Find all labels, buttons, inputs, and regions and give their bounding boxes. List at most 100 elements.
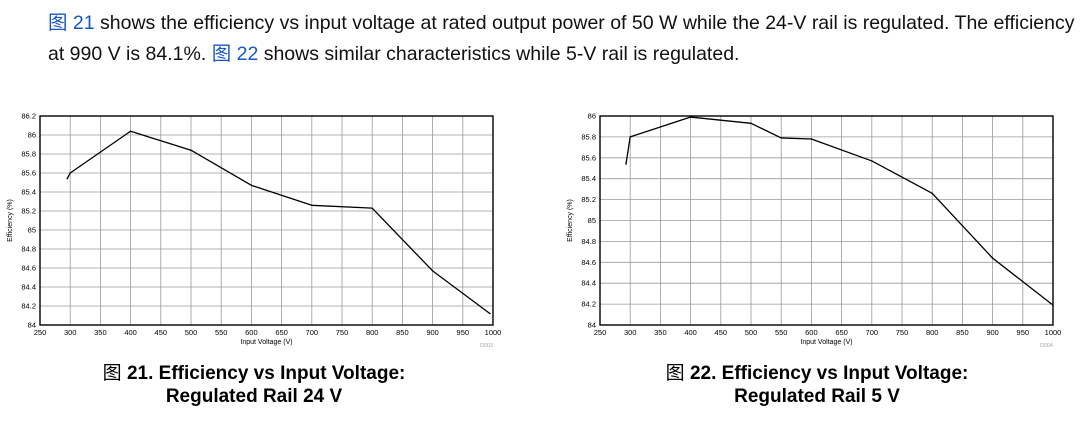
data-point: [625, 163, 627, 165]
data-point: [991, 257, 994, 259]
y-tick-label: 86.2: [21, 112, 36, 121]
y-tick-label: 84.2: [581, 300, 596, 309]
x-tick-label: 650: [835, 328, 848, 337]
x-tick-label: 650: [275, 328, 288, 337]
y-tick-label: 84.8: [21, 245, 36, 254]
x-tick-label: 450: [155, 328, 168, 337]
x-tick-label: 800: [926, 328, 939, 337]
x-axis-label: Input Voltage (V): [800, 339, 852, 346]
data-point: [250, 184, 253, 187]
data-point: [69, 172, 71, 174]
x-tick-label: 700: [306, 328, 319, 337]
y-tick-label: 84.4: [581, 279, 596, 288]
x-tick-label: 400: [124, 328, 137, 337]
y-tick-label: 84: [28, 321, 36, 330]
x-tick-label: 1000: [485, 328, 502, 337]
figure-21-caption: 图 21. Efficiency vs Input Voltage: Regul…: [34, 362, 474, 408]
plot-frame: [599, 115, 1054, 326]
x-tick-label: 850: [956, 328, 969, 337]
data-point: [931, 192, 933, 195]
y-tick-label: 84.4: [21, 283, 36, 292]
data-point: [629, 136, 631, 138]
data-point: [810, 138, 813, 140]
data-point: [489, 312, 491, 315]
x-tick-label: 800: [366, 328, 379, 337]
figure-code: D004: [1040, 343, 1053, 349]
y-tick-label: 84.2: [21, 302, 36, 311]
grid-lines: [599, 115, 1054, 326]
x-tick-label: 500: [185, 328, 198, 337]
x-tick-label: 850: [396, 328, 409, 337]
x-tick-label: 750: [896, 328, 909, 337]
x-tick-label: 550: [775, 328, 788, 337]
caption-title: 22. Efficiency vs Input Voltage:: [684, 363, 969, 384]
intro-paragraph: 图 21 shows the efficiency vs input volta…: [48, 8, 1078, 70]
caption-prefix: 图: [665, 362, 685, 384]
x-tick-label: 950: [457, 328, 470, 337]
caption-title: 21. Efficiency vs Input Voltage:: [121, 363, 406, 384]
x-tick-label: 950: [1017, 328, 1030, 337]
y-tick-label: 84.8: [581, 237, 596, 246]
x-tick-label: 250: [594, 328, 607, 337]
x-tick-label: 600: [245, 328, 258, 337]
figure-21-link[interactable]: 图 21: [48, 12, 95, 34]
y-tick-label: 84.6: [21, 264, 36, 273]
x-tick-label: 900: [426, 328, 439, 337]
figure-22-caption: 图 22. Efficiency vs Input Voltage: Regul…: [597, 362, 1037, 408]
y-tick-label: 84: [588, 321, 596, 330]
data-point: [129, 130, 132, 132]
data-point: [190, 149, 192, 151]
y-tick-label: 85.2: [581, 195, 596, 204]
y-tick-label: 85: [588, 216, 596, 225]
y-tick-label: 85.4: [581, 174, 596, 183]
efficiency-chart-24v: 250 300 350 400 450 500 550 600 650 700 750 800 850 9…: [0, 106, 510, 356]
x-tick-label: 600: [805, 328, 818, 337]
y-tick-label: 85.4: [21, 188, 36, 197]
x-tick-label: 300: [64, 328, 77, 337]
x-tick-label: 500: [745, 328, 758, 337]
y-tick-label: 85.6: [21, 169, 36, 178]
y-tick-label: 85.2: [21, 207, 36, 216]
caption-subtitle: Regulated Rail 24 V: [165, 386, 343, 407]
y-tick-label: 84.6: [581, 258, 596, 267]
y-tick-label: 85: [28, 226, 36, 235]
data-point: [780, 137, 782, 139]
y-tick-label: 85.8: [581, 132, 596, 141]
x-tick-label: 900: [986, 328, 999, 337]
data-point: [371, 207, 373, 209]
y-tick-label: 86: [28, 131, 36, 140]
data-point: [311, 204, 313, 206]
figure-22-link[interactable]: 图 22: [211, 43, 259, 65]
x-tick-label: 450: [715, 328, 728, 337]
data-point: [66, 178, 68, 180]
caption-prefix: 图: [102, 362, 122, 384]
data-point: [871, 160, 873, 162]
paragraph-text-a: shows the efficiency vs input voltage at…: [48, 12, 1075, 65]
y-tick-label: 85.6: [581, 153, 596, 162]
efficiency-chart-5v: 250 300 350 400 450 500 550 600 650 700 750 800 850 9…: [560, 106, 1070, 356]
data-point: [431, 270, 434, 272]
x-tick-label: 750: [336, 328, 349, 337]
x-tick-label: 1000: [1045, 328, 1062, 337]
figure-code: D003: [480, 343, 493, 349]
paragraph-text-b: shows similar characteristics while 5-V …: [258, 43, 740, 65]
x-tick-label: 400: [684, 328, 697, 337]
caption-subtitle: Regulated Rail 5 V: [734, 386, 900, 407]
data-point: [750, 122, 752, 125]
x-tick-label: 250: [34, 328, 47, 337]
y-tick-label: 85.8: [21, 150, 36, 159]
series-line: [625, 116, 1054, 306]
y-axis-label: Efficiency (%): [7, 199, 14, 242]
x-tick-label: 300: [624, 328, 637, 337]
data-point: [1052, 304, 1054, 306]
data-point: [689, 116, 692, 118]
y-tick-label: 86: [588, 112, 596, 121]
chart-svg: 250 300 350 400 450 500 550 600 650 700 750 800 850 9…: [7, 112, 502, 350]
x-tick-label: 550: [215, 328, 228, 337]
x-axis-label: Input Voltage (V): [240, 339, 292, 346]
plot-frame: [39, 115, 494, 326]
y-axis-label: Efficiency (%): [567, 199, 574, 242]
chart-svg: 250 300 350 400 450 500 550 600 650 700 750 800 850 9…: [567, 112, 1062, 350]
x-tick-label: 350: [94, 328, 107, 337]
x-tick-label: 350: [654, 328, 667, 337]
